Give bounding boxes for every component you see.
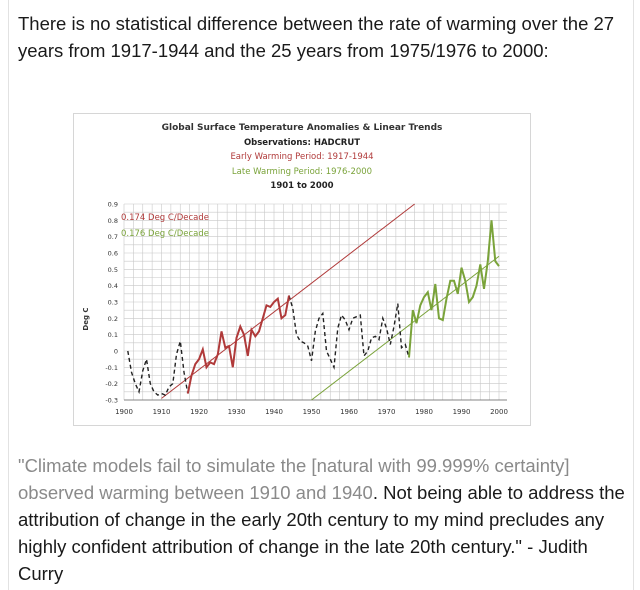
annotation-early-rate: 0.174 Deg C/Decade [121, 213, 209, 223]
trend-line-late [311, 255, 500, 401]
y-tick-label: 0.9 [108, 201, 118, 209]
quote-rest: . Not being able to address the attribut… [18, 482, 625, 584]
temperature-chart: Global Surface Temperature Anomalies & L… [82, 123, 508, 416]
x-tick-label: 1990 [453, 408, 471, 416]
series-early-warming [186, 295, 290, 394]
y-tick-label: 0.5 [108, 266, 118, 274]
y-tick-label: 0.3 [108, 299, 118, 307]
intro-text: There is no statistical difference betwe… [18, 13, 615, 61]
y-tick-label: -0.3 [105, 397, 118, 405]
chart-figure: Global Surface Temperature Anomalies & L… [73, 113, 531, 426]
quote-highlighted: "Climate models fail to simulate the [na… [18, 455, 570, 503]
post-card [8, 0, 634, 590]
y-tick-label: 0 [114, 348, 118, 356]
y-tick-label: 0.1 [108, 331, 118, 339]
x-tick-label: 1950 [303, 408, 321, 416]
x-tick-label: 1910 [153, 408, 171, 416]
x-tick-label: 1980 [415, 408, 433, 416]
y-tick-label: 0.4 [108, 282, 118, 290]
chart-title: Global Surface Temperature Anomalies & L… [162, 123, 443, 133]
y-tick-label: 0.7 [108, 233, 118, 241]
x-tick-label: 1920 [190, 408, 208, 416]
quote-text: "Climate models fail to simulate the [na… [18, 452, 633, 587]
series-late-warming [408, 220, 500, 358]
chart-subtitle-4: 1901 to 2000 [270, 181, 333, 191]
x-tick-label: 1960 [340, 408, 358, 416]
x-tick-label: 1970 [378, 408, 396, 416]
x-tick-label: 2000 [490, 408, 508, 416]
y-axis-label: Deg C [82, 307, 90, 330]
chart-subtitle-1: Observations: HADCRUT [244, 138, 360, 148]
y-tick-label: -0.1 [105, 364, 118, 372]
annotation-late-rate: 0.176 Deg C/Decade [121, 229, 209, 239]
x-tick-label: 1900 [115, 408, 133, 416]
series-other-1944-1976 [288, 295, 410, 370]
y-tick-label: 0.8 [108, 217, 118, 225]
x-tick-label: 1940 [265, 408, 283, 416]
series-other-1901-1917 [127, 341, 189, 397]
y-tick-label: 0.6 [108, 250, 118, 258]
x-tick-label: 1930 [228, 408, 246, 416]
chart-subtitle-2: Early Warming Period: 1917-1944 [230, 152, 373, 162]
y-tick-label: -0.2 [105, 380, 118, 388]
chart-subtitle-3: Late Warming Period: 1976-2000 [232, 167, 372, 177]
y-tick-label: 0.2 [108, 315, 118, 323]
